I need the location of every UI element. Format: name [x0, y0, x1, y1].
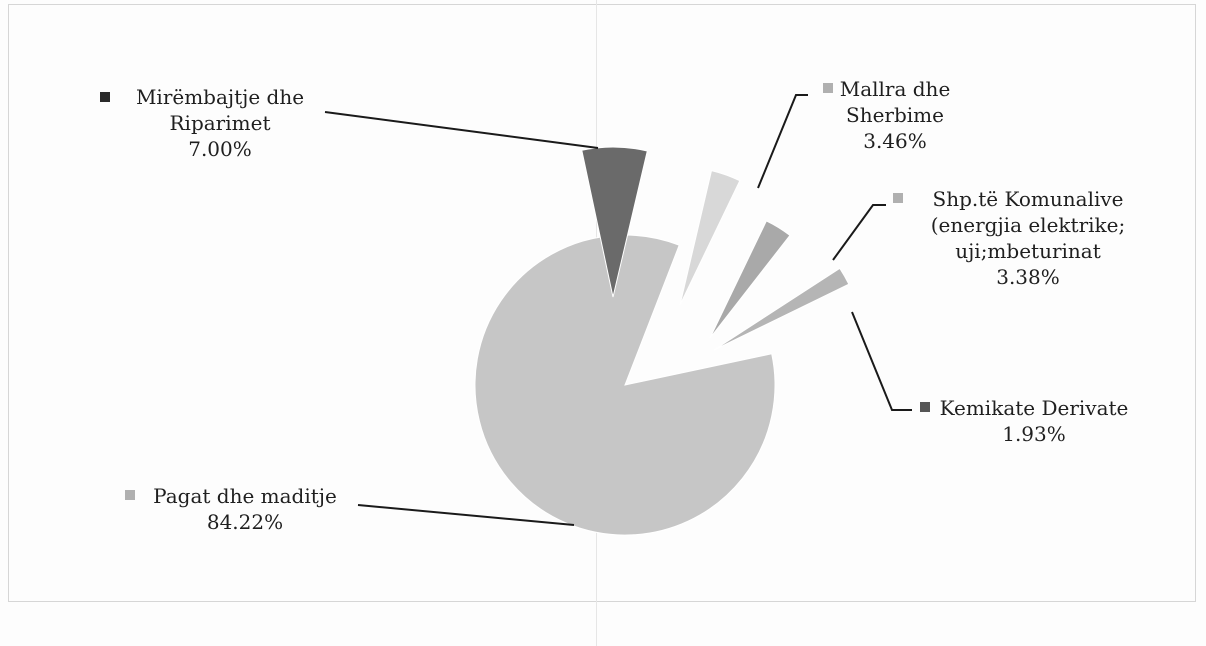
pie-slice — [679, 169, 741, 306]
slice-name-label: Mallra dhe — [840, 77, 951, 101]
slice-name-label: Pagat dhe maditje — [153, 484, 337, 508]
chart-border — [8, 4, 1196, 602]
leader-line — [757, 94, 808, 189]
leader-line — [851, 311, 912, 411]
slice-name-label: uji;mbeturinat — [955, 239, 1101, 263]
slice-percent-label: 84.22% — [207, 510, 283, 534]
pie-slice — [581, 146, 648, 298]
slice-name-label: Mirëmbajtje dhe — [136, 85, 304, 109]
slice-name-label: Sherbime — [846, 103, 944, 127]
leader-line — [357, 504, 575, 526]
legend-marker — [100, 92, 110, 102]
legend-marker — [920, 402, 930, 412]
slice-percent-label: 1.93% — [1002, 422, 1066, 446]
slice-name-label: Riparimet — [170, 111, 271, 135]
legend-marker — [823, 83, 833, 93]
pie-slice — [474, 234, 776, 536]
slice-percent-label: 3.38% — [996, 265, 1060, 289]
slice-name-label: Shp.të Komunalive — [933, 187, 1124, 211]
slice-percent-label: 3.46% — [863, 129, 927, 153]
legend-marker — [893, 193, 903, 203]
slice-name-label: (energjia elektrike; — [931, 213, 1125, 237]
legend-marker — [125, 490, 135, 500]
pie-slice — [713, 267, 850, 351]
leader-line — [832, 204, 886, 261]
pie-slice — [709, 220, 791, 339]
slice-percent-label: 7.00% — [188, 137, 252, 161]
leader-line — [324, 111, 599, 149]
data-label: Shp.të Komunalive(energjia elektrike;uji… — [931, 187, 1125, 289]
slice-name-label: Kemikate Derivate — [940, 396, 1129, 420]
